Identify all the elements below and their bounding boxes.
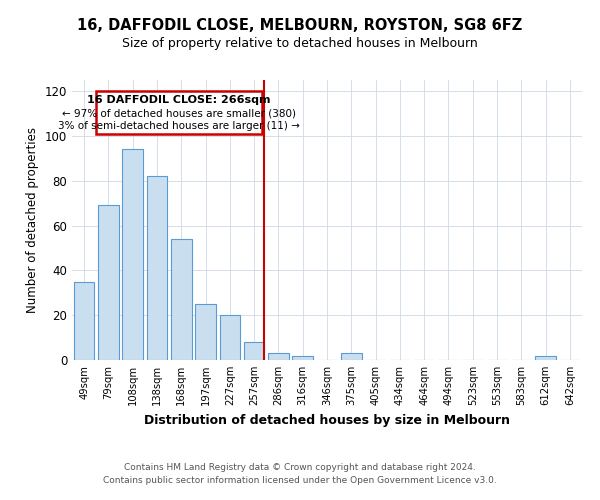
Bar bbox=[535, 356, 556, 360]
X-axis label: Distribution of detached houses by size in Melbourn: Distribution of detached houses by size … bbox=[144, 414, 510, 426]
Bar bbox=[292, 356, 313, 360]
Bar bbox=[74, 282, 94, 360]
Y-axis label: Number of detached properties: Number of detached properties bbox=[26, 127, 39, 313]
Bar bbox=[122, 150, 143, 360]
Text: 3% of semi-detached houses are larger (11) →: 3% of semi-detached houses are larger (1… bbox=[58, 122, 300, 132]
Bar bbox=[268, 354, 289, 360]
Text: ← 97% of detached houses are smaller (380): ← 97% of detached houses are smaller (38… bbox=[62, 108, 296, 118]
Text: 16, DAFFODIL CLOSE, MELBOURN, ROYSTON, SG8 6FZ: 16, DAFFODIL CLOSE, MELBOURN, ROYSTON, S… bbox=[77, 18, 523, 32]
Text: Contains HM Land Registry data © Crown copyright and database right 2024.
Contai: Contains HM Land Registry data © Crown c… bbox=[103, 464, 497, 485]
Bar bbox=[195, 304, 216, 360]
Bar bbox=[220, 315, 240, 360]
Text: 16 DAFFODIL CLOSE: 266sqm: 16 DAFFODIL CLOSE: 266sqm bbox=[88, 94, 271, 104]
Bar bbox=[146, 176, 167, 360]
Bar bbox=[244, 342, 265, 360]
Bar bbox=[341, 354, 362, 360]
FancyBboxPatch shape bbox=[96, 91, 262, 134]
Bar bbox=[98, 206, 119, 360]
Bar bbox=[171, 239, 191, 360]
Text: Size of property relative to detached houses in Melbourn: Size of property relative to detached ho… bbox=[122, 38, 478, 51]
